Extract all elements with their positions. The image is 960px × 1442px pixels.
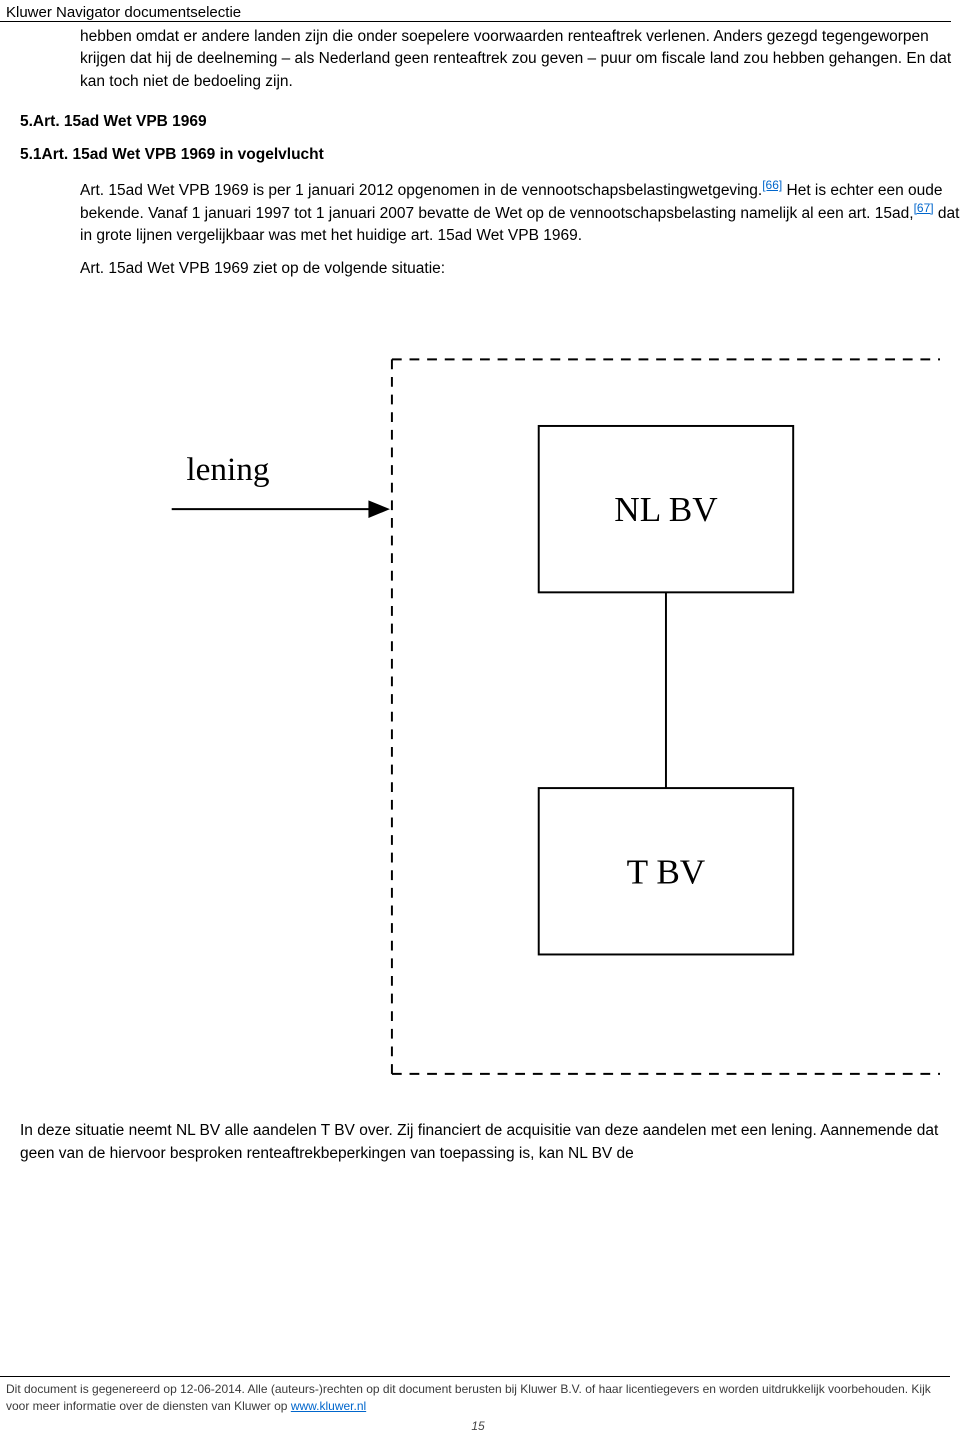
section-5-1-heading: 5.1Art. 15ad Wet VPB 1969 in vogelvlucht [20, 144, 960, 166]
t-bv-box: T BV [539, 788, 793, 954]
nl-bv-box: NL BV [539, 426, 793, 592]
footnote-67-link[interactable]: [67] [914, 201, 934, 215]
page-footer: Dit document is gegenereerd op 12-06-201… [0, 1376, 950, 1434]
paragraph-1: Art. 15ad Wet VPB 1969 is per 1 januari … [80, 180, 960, 247]
loan-arrow [172, 501, 390, 519]
page: Kluwer Navigator documentselectie hebben… [0, 0, 960, 1442]
paragraph-2: Art. 15ad Wet VPB 1969 ziet op de volgen… [80, 258, 960, 280]
bottom-paragraph: In deze situatie neemt NL BV alle aandel… [20, 1120, 960, 1165]
svg-text:NL BV: NL BV [614, 490, 718, 529]
footer-text: Dit document is gegenereerd op 12-06-201… [6, 1382, 931, 1412]
page-number: 15 [6, 1418, 950, 1434]
section-5-heading: 5.Art. 15ad Wet VPB 1969 [20, 111, 960, 133]
intro-paragraph: hebben omdat er andere landen zijn die o… [80, 26, 960, 93]
footnote-66-link[interactable]: [66] [762, 178, 782, 192]
kluwer-link[interactable]: www.kluwer.nl [291, 1399, 366, 1413]
loan-label: lening [186, 451, 269, 488]
structure-diagram: NL BV T BV lening [20, 310, 940, 1090]
svg-text:T BV: T BV [627, 852, 706, 891]
body-area: hebben omdat er andere landen zijn die o… [0, 26, 960, 1165]
header-title: Kluwer Navigator documentselectie [0, 0, 951, 22]
paragraph-1a-text: Art. 15ad Wet VPB 1969 is per 1 januari … [80, 182, 762, 199]
